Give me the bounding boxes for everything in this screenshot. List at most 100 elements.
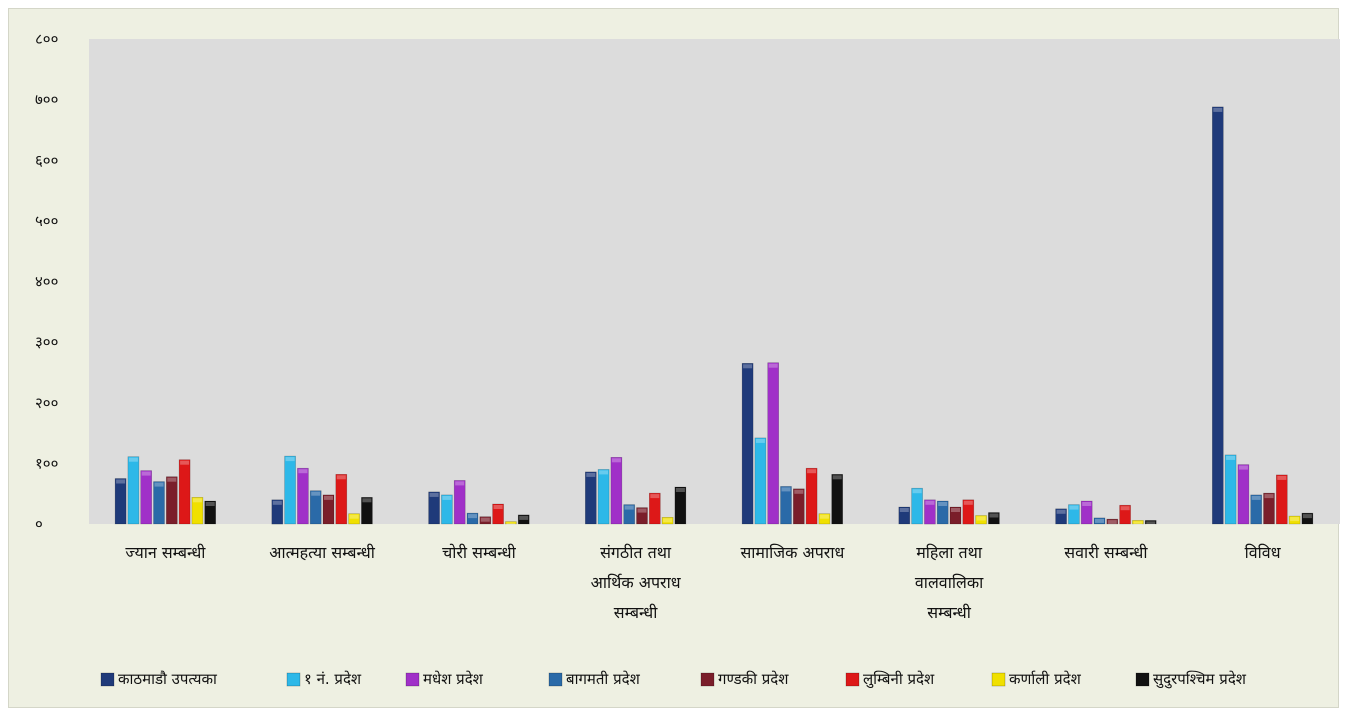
legend-swatch [700, 672, 715, 687]
bar-highlight [442, 495, 452, 500]
bar [597, 469, 610, 525]
bar-highlight [493, 505, 503, 509]
legend-label: कर्णाली प्रदेश [1009, 670, 1082, 688]
bar [361, 496, 373, 525]
bar [636, 507, 648, 525]
bar-highlight [336, 475, 346, 480]
bar-highlight [1277, 475, 1287, 480]
bar-highlight [768, 363, 778, 368]
bar-highlight [272, 500, 282, 505]
bar [1068, 504, 1080, 525]
bar [517, 514, 530, 525]
bar [1106, 518, 1119, 525]
bar [1301, 512, 1314, 525]
legend-label: गण्डकी प्रदेश [718, 670, 789, 688]
bar [767, 362, 780, 525]
y-tick-label: ५०० [35, 212, 58, 230]
legend-label: मधेश प्रदेश [423, 670, 484, 688]
bar-highlight [675, 488, 685, 492]
bar-highlight [311, 491, 321, 496]
legend-label: १ नं. प्रदेश [304, 670, 362, 688]
bar [297, 467, 309, 525]
bar [1080, 500, 1093, 525]
bar-highlight [912, 489, 922, 494]
bar [114, 478, 127, 525]
bar-highlight [832, 475, 842, 480]
bar [936, 500, 949, 525]
bar-highlight [899, 508, 909, 512]
bar-highlight [1133, 521, 1143, 525]
bar-highlight [180, 460, 190, 465]
y-tick-label: ० [35, 515, 43, 533]
category-label: ज्यान सम्बन्धी [125, 543, 206, 562]
category-label: आर्थिक अपराध [591, 573, 682, 592]
bar [949, 506, 962, 525]
bar-highlight [624, 505, 634, 510]
bar [780, 486, 792, 525]
legend-label: सुदुरपश्चिम प्रदेश [1153, 670, 1247, 689]
bar [204, 500, 216, 525]
bar-highlight [1120, 506, 1130, 511]
legend-swatch [845, 672, 860, 687]
bar-highlight [285, 457, 295, 462]
bar [127, 456, 140, 525]
bar-highlight [599, 470, 609, 475]
bar [505, 521, 517, 525]
y-tick-label: २०० [35, 394, 58, 412]
y-tick-label: ६०० [35, 151, 58, 169]
category-label: सम्बन्धी [614, 603, 658, 622]
bar [428, 491, 440, 525]
bar [1250, 494, 1262, 525]
bar [1224, 454, 1237, 525]
bar-highlight [1290, 517, 1300, 522]
category-label: चोरी सम्बन्धी [442, 543, 517, 562]
bar [1119, 504, 1131, 525]
legend-swatch [100, 672, 115, 687]
bar [623, 504, 636, 525]
bar-highlight [429, 492, 439, 497]
category-label: सवारी सम्बन्धी [1064, 543, 1148, 562]
bar [792, 488, 805, 525]
bar-highlight [349, 514, 359, 519]
category-label: सम्बन्धी [927, 603, 971, 622]
bar [648, 492, 661, 525]
bar [831, 473, 844, 525]
bar-highlight [637, 508, 647, 513]
bar [309, 490, 322, 525]
bar [453, 480, 466, 525]
bar [1276, 474, 1288, 525]
legend-label: लुम्बिनी प्रदेश [863, 670, 935, 689]
bar-highlight [781, 487, 791, 492]
bar-highlight [205, 502, 215, 506]
bar [610, 456, 623, 525]
bar [441, 494, 453, 525]
bar-highlight [192, 498, 202, 503]
bar [1132, 520, 1144, 525]
bar [975, 515, 987, 525]
bar-highlight [963, 500, 973, 505]
bar-highlight [807, 469, 817, 474]
bar-highlight [480, 517, 490, 522]
bar [479, 516, 492, 525]
bar [674, 486, 687, 525]
bar-highlight [925, 500, 935, 505]
bar-highlight [951, 508, 960, 512]
legend-swatch [405, 672, 420, 687]
bar-highlight [938, 502, 948, 506]
bar [805, 467, 818, 525]
bar-highlight [1251, 495, 1261, 500]
bar-highlight [1213, 107, 1223, 112]
bar-highlight [1264, 494, 1274, 499]
legend-swatch [286, 672, 301, 687]
bar [466, 512, 479, 525]
category-label: सामाजिक अपराध [740, 543, 845, 562]
bar-highlight [455, 481, 465, 486]
bar [924, 499, 936, 525]
bar-highlight [154, 482, 164, 487]
bar-highlight [167, 477, 177, 482]
bar [166, 476, 178, 525]
bar-highlight [1107, 520, 1117, 525]
bar [988, 512, 1000, 525]
bar-highlight [324, 495, 333, 500]
bar [153, 481, 165, 525]
